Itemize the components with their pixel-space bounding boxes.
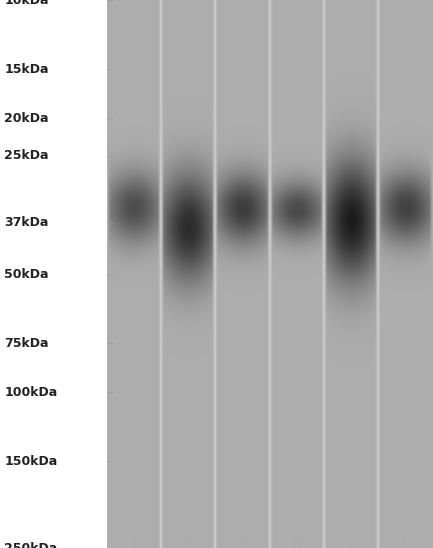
Text: A: A: [129, 539, 139, 548]
Text: 50kDa: 50kDa: [4, 267, 49, 281]
Text: B: B: [184, 539, 193, 548]
Text: 10kDa: 10kDa: [4, 0, 49, 7]
Text: C: C: [238, 539, 248, 548]
Text: 75kDa: 75kDa: [4, 336, 49, 350]
Text: E: E: [347, 539, 356, 548]
Text: 250kDa: 250kDa: [4, 541, 58, 548]
Text: 15kDa: 15kDa: [4, 62, 49, 76]
Text: F: F: [402, 539, 410, 548]
Text: D: D: [292, 539, 303, 548]
Text: 100kDa: 100kDa: [4, 385, 58, 398]
Text: 150kDa: 150kDa: [4, 454, 58, 467]
Text: 25kDa: 25kDa: [4, 150, 49, 163]
Text: 37kDa: 37kDa: [4, 216, 48, 229]
Text: 20kDa: 20kDa: [4, 111, 49, 124]
